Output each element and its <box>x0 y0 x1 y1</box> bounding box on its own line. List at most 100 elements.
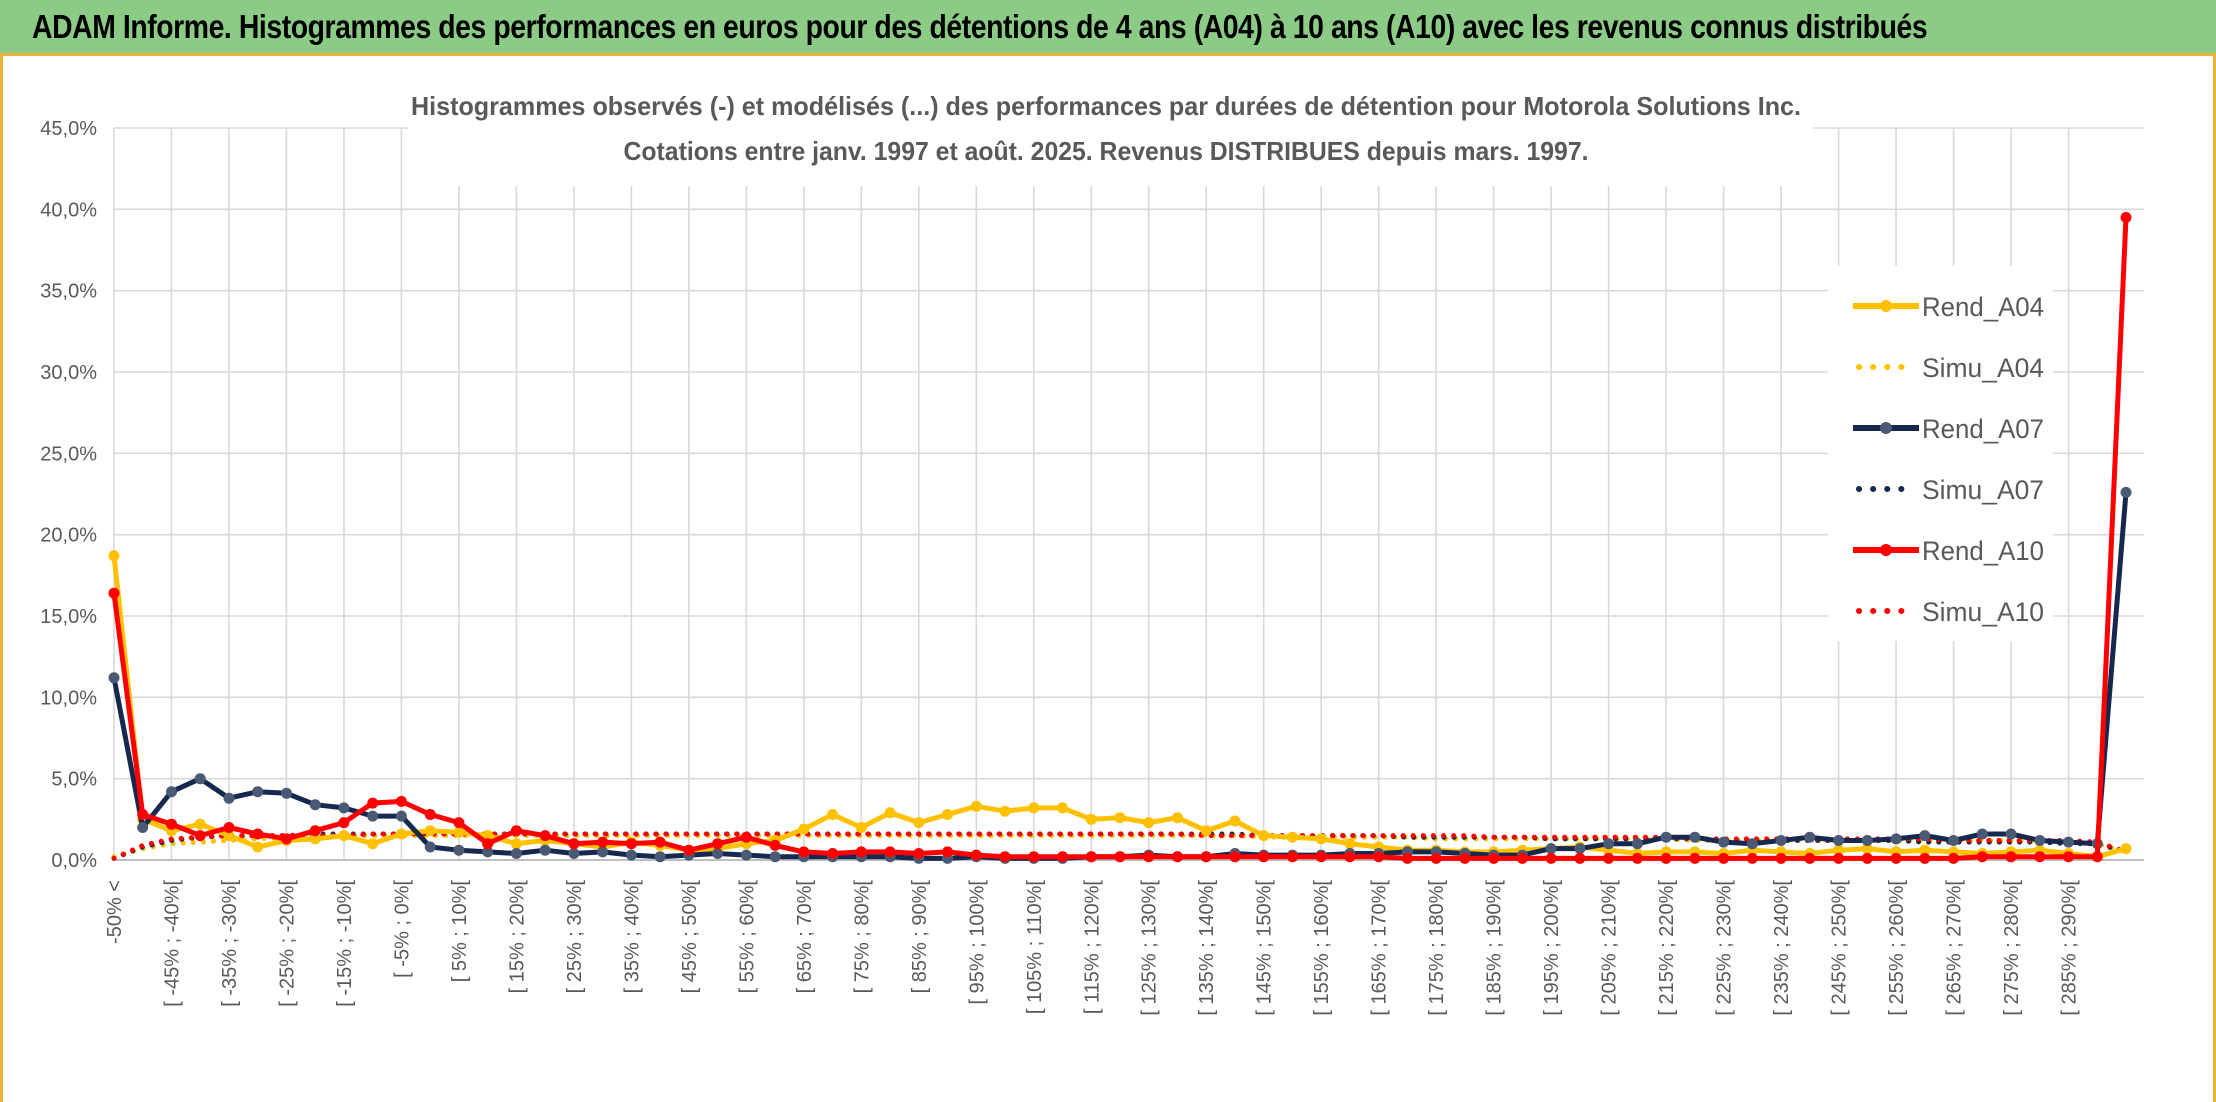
y-tick-label: 15,0% <box>40 606 97 628</box>
data-point <box>108 587 120 599</box>
data-point <box>1229 815 1241 827</box>
x-tick-label: [ 205% ; 210%[ <box>1599 880 1621 1016</box>
data-point <box>1287 831 1298 843</box>
data-point <box>338 830 350 842</box>
data-point <box>2063 851 2074 863</box>
legend-item: Rend_A07 <box>1853 414 2044 444</box>
data-point <box>1430 852 1442 864</box>
x-tick-label: [ 75% ; 80%[ <box>851 880 873 994</box>
data-point <box>1804 852 1816 864</box>
data-point <box>1976 828 1988 840</box>
data-point <box>654 836 666 848</box>
data-point <box>827 809 839 820</box>
data-point <box>1028 802 1040 814</box>
data-point <box>2063 836 2074 848</box>
legend-label: Rend_A07 <box>1922 414 2044 444</box>
series-rend-a10 <box>108 212 2132 864</box>
y-tick-label: 20,0% <box>40 525 97 547</box>
x-tick-label: [ -15% ; -10%[ <box>334 880 356 1007</box>
x-tick-label: [ 185% ; 190%[ <box>1484 880 1506 1016</box>
data-point <box>1401 852 1413 864</box>
x-tick-label: [ 25% ; 30%[ <box>564 880 586 994</box>
y-axis: 0,0% 5,0% 10,0% 15,0% 20,0% 25,0% 30,0% 35,0% 40… <box>40 118 97 872</box>
series-simu-a10 <box>111 831 2129 861</box>
legend-label: Rend_A04 <box>1922 292 2044 322</box>
data-point <box>568 838 580 850</box>
chart-subtitle: Cotations entre janv. 1997 et août. 2025… <box>624 136 1589 166</box>
data-point <box>108 672 120 684</box>
data-point <box>1114 812 1126 824</box>
x-tick-label: [ 165% ; 170%[ <box>1369 880 1391 1016</box>
data-point <box>424 841 436 853</box>
data-point <box>769 839 781 851</box>
x-tick-label: [ 245% ; 250%[ <box>1829 880 1851 1016</box>
data-point <box>309 825 321 837</box>
data-point <box>2005 828 2017 840</box>
x-tick-label: [ 65% ; 70%[ <box>794 880 816 994</box>
data-point <box>510 838 522 850</box>
x-tick-label: [ 145% ; 150%[ <box>1254 880 1276 1016</box>
histogram-chart: 0,0% 5,0% 10,0% 15,0% 20,0% 25,0% 30,0% 35,0% 40… <box>40 82 2144 1016</box>
chart-frame: 0,0% 5,0% 10,0% 15,0% 20,0% 25,0% 30,0% 35,0% 40… <box>0 56 2216 1102</box>
data-point <box>1948 835 1959 846</box>
data-point <box>884 846 896 858</box>
x-tick-label: [ -45% ; -40%[ <box>161 880 183 1007</box>
data-point <box>1746 838 1758 850</box>
x-tick-label: [ 55% ; 60%[ <box>736 880 758 994</box>
data-point <box>252 828 264 840</box>
data-point <box>539 844 551 856</box>
data-point <box>625 838 637 850</box>
data-point <box>223 822 235 833</box>
data-point <box>1200 851 1212 863</box>
data-point <box>1689 831 1701 843</box>
data-point <box>338 817 350 829</box>
data-point <box>395 795 407 807</box>
y-tick-label: 30,0% <box>40 362 97 384</box>
data-point <box>1919 830 1931 842</box>
data-point <box>1861 843 1873 855</box>
data-point <box>884 807 896 819</box>
data-point <box>1833 844 1845 856</box>
legend-label: Simu_A04 <box>1922 353 2044 383</box>
data-point <box>1085 851 1097 863</box>
x-tick-label: [ 105% ; 110%[ <box>1024 880 1046 1015</box>
series-layer <box>108 212 2132 864</box>
y-tick-label: 45,0% <box>40 118 97 140</box>
x-tick-label: [ 175% ; 180%[ <box>1426 880 1448 1016</box>
data-point <box>1833 852 1845 864</box>
data-point <box>1229 851 1241 863</box>
data-point <box>1545 843 1557 855</box>
data-point <box>1660 831 1672 843</box>
legend-item: Rend_A10 <box>1853 536 2044 566</box>
data-point <box>453 817 465 829</box>
data-point <box>1373 851 1385 863</box>
x-axis: -50% < [ -45% ; -40%[[ -35% ; -30%[[ -25%… <box>104 880 2081 1016</box>
x-tick-label: [ 155% ; 160%[ <box>1311 880 1333 1016</box>
data-point <box>338 802 350 814</box>
data-point <box>1861 835 1873 846</box>
data-point <box>252 786 264 798</box>
data-point <box>1114 851 1126 863</box>
data-point <box>597 846 609 858</box>
data-point <box>166 818 177 830</box>
x-tick-label: [ -25% ; -20%[ <box>276 880 298 1007</box>
x-tick-label: [ 95% ; 100%[ <box>966 880 988 1005</box>
data-point <box>625 849 637 861</box>
data-point <box>137 809 149 820</box>
data-point <box>568 848 580 859</box>
data-point <box>1516 852 1528 864</box>
data-point <box>1833 835 1845 846</box>
data-point <box>1200 825 1212 837</box>
data-point <box>1315 833 1327 845</box>
data-point <box>367 838 379 850</box>
data-point <box>1574 852 1586 864</box>
data-point <box>1689 852 1701 864</box>
chart-title-box: Histogrammes observés (-) et modélisés (… <box>408 82 1813 186</box>
y-tick-label: 0,0% <box>51 850 97 872</box>
x-tick-label: [ -5% ; 0%[ <box>391 880 413 978</box>
data-point <box>309 833 321 845</box>
data-point <box>1344 838 1356 850</box>
data-point <box>1718 836 1730 848</box>
data-point <box>1603 852 1615 864</box>
y-tick-label: 5,0% <box>51 769 97 791</box>
